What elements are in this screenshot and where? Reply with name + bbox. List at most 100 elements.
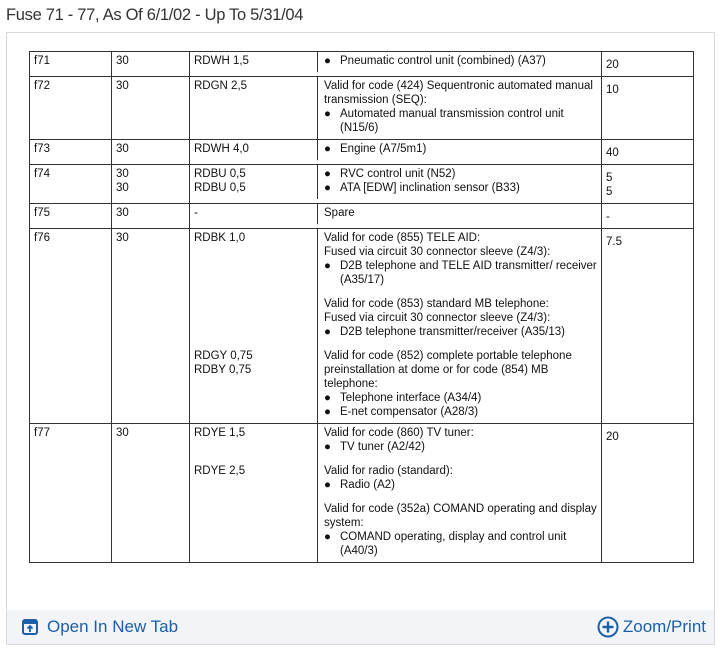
description-text: Spare xyxy=(324,207,355,219)
circuit-groups: RDYE 1,5 Valid for code (860) TV tuner: ● T… xyxy=(190,424,602,562)
bullet-item: ● Engine (A7/5m1) xyxy=(324,142,598,156)
circuit-group: - Spare xyxy=(190,204,601,224)
circuit-group: Valid for code (352a) COMAND operating a… xyxy=(190,492,601,562)
circuit-group: RDYE 2,5 Valid for radio (standard): ● Radi… xyxy=(190,454,601,492)
page-title: Fuse 71 - 77, As Of 6/1/02 - Up To 5/31/… xyxy=(6,6,304,24)
amperage-value: 10 xyxy=(606,84,619,96)
wire-cell: RDGY 0,75 RDBY 0,75 xyxy=(190,339,318,423)
wire-value: RDYE 1,5 xyxy=(194,427,246,439)
amperage-value: 40 xyxy=(606,147,619,159)
bullet-icon: ● xyxy=(324,143,331,155)
bullet-text: D2B telephone and TELE AID transmitter/ … xyxy=(340,260,597,286)
wire-value: RDBY 0,75 xyxy=(194,364,252,376)
wire-cell: RDWH 1,5 xyxy=(190,52,318,72)
circuit-group: Valid for code (853) standard MB telepho… xyxy=(190,287,601,339)
wire-cell: RDYE 2,5 xyxy=(190,454,318,492)
zoom-plus-icon xyxy=(597,616,619,638)
bullet-icon: ● xyxy=(324,168,331,180)
amperage-value: 20 xyxy=(606,431,619,443)
circuit-groups: RDWH 1,5 ● Pneumatic control unit (combine… xyxy=(190,52,602,76)
terminal-value: 30 xyxy=(116,143,129,155)
bullet-icon: ● xyxy=(324,182,331,194)
bullet-icon: ● xyxy=(324,531,331,543)
fuse-cell: f75 xyxy=(30,204,112,228)
description-text: Fused via circuit 30 connector sleeve (Z… xyxy=(324,312,551,324)
terminal-cell: 30 xyxy=(112,204,190,228)
description-text: Valid for code (853) standard MB telepho… xyxy=(324,298,549,310)
circuit-groups: - Spare xyxy=(190,204,602,228)
open-in-new-tab-label: Open In New Tab xyxy=(47,617,179,636)
wire-value: - xyxy=(194,207,198,219)
circuit-group: RDYE 1,5 Valid for code (860) TV tuner: ● T… xyxy=(190,424,601,454)
circuit-groups: RDWH 4,0 ● Engine (A7/5m1) xyxy=(190,140,602,164)
description-cell: Valid for code (424) Sequentronic automa… xyxy=(318,77,602,139)
fuse-cell: f74 xyxy=(30,165,112,203)
description-cell: Valid for code (860) TV tuner: ● TV tuner … xyxy=(318,424,602,454)
table-row: f77 30 RDYE 1,5 Valid for code (860) TV tun… xyxy=(29,423,694,563)
terminal-cell: 30 xyxy=(112,140,190,164)
wire-value: RDBK 1,0 xyxy=(194,232,246,244)
bullet-item: ● COMAND operating, display and control u… xyxy=(324,530,598,558)
terminal-cell: 30 xyxy=(112,52,190,76)
table-row: f72 30 RDGN 2,5 Valid for code (424) Sequen… xyxy=(29,76,694,139)
zoom-print-link[interactable]: Zoom/Print xyxy=(583,616,714,638)
bullet-icon: ● xyxy=(324,479,331,491)
circuit-groups: RDBU 0,5 RDBU 0,5 ● RVC control unit (N52) ●… xyxy=(190,165,602,203)
wire-cell: RDBU 0,5 RDBU 0,5 xyxy=(190,165,318,199)
fuse-cell: f73 xyxy=(30,140,112,164)
bullet-icon: ● xyxy=(324,260,331,272)
bullet-text: Telephone interface (A34/4) xyxy=(340,392,482,404)
description-text: Valid for code (860) TV tuner: xyxy=(324,427,474,439)
wire-value: RDBU 0,5 xyxy=(194,168,246,180)
description-cell: Valid for code (352a) COMAND operating a… xyxy=(318,492,602,562)
table-row: f73 30 RDWH 4,0 ● Engine (A7/5m1) 40 xyxy=(29,139,694,164)
amperage-cell: 10 xyxy=(602,77,695,139)
terminal-value: 30 xyxy=(116,427,129,439)
bullet-item: ● D2B telephone and TELE AID transmitter/… xyxy=(324,259,598,287)
amperage-value: 7.5 xyxy=(606,236,622,248)
fuse-cell: f71 xyxy=(30,52,112,76)
open-in-new-tab-link[interactable]: Open In New Tab xyxy=(7,617,186,637)
description-text: Valid for code (352a) COMAND operating a… xyxy=(324,503,597,529)
terminal-value: 30 xyxy=(116,232,129,244)
amperage-cell: 40 xyxy=(602,140,695,164)
circuit-group: RDBU 0,5 RDBU 0,5 ● RVC control unit (N52) ●… xyxy=(190,165,601,199)
amperage-cell: 7.5 xyxy=(602,229,695,423)
bullet-text: RVC control unit (N52) xyxy=(340,168,456,180)
amperage-value: 5 xyxy=(606,186,613,198)
amperage-cell: - xyxy=(602,204,695,228)
description-cell: ● Engine (A7/5m1) xyxy=(318,140,602,160)
fuse-cell: f76 xyxy=(30,229,112,423)
circuit-groups: RDBK 1,0 Valid for code (855) TELE AID: Fu… xyxy=(190,229,602,423)
terminal-cell: 30 30 xyxy=(112,165,190,203)
terminal-value: 30 xyxy=(116,182,129,194)
terminal-cell: 30 xyxy=(112,229,190,423)
bullet-item: ● Pneumatic control unit (combined) (A37) xyxy=(324,54,598,68)
open-new-tab-icon xyxy=(22,619,38,635)
bullet-item: ● ATA [EDW] inclination sensor (B33) xyxy=(324,181,598,195)
wire-cell: RDWH 4,0 xyxy=(190,140,318,160)
bullet-item: ● D2B telephone transmitter/receiver (A35… xyxy=(324,325,598,339)
wire-cell: RDYE 1,5 xyxy=(190,424,318,454)
table-row: f76 30 RDBK 1,0 Valid for code (855) TELE A… xyxy=(29,228,694,423)
bullet-icon: ● xyxy=(324,392,331,404)
fuse-cell: f77 xyxy=(30,424,112,562)
footer-bar: Open In New Tab Zoom/Print xyxy=(7,610,714,644)
fuse-cell: f72 xyxy=(30,77,112,139)
bullet-icon: ● xyxy=(324,441,331,453)
wire-value: RDBU 0,5 xyxy=(194,182,246,194)
wire-value: RDYE 2,5 xyxy=(194,465,246,477)
wire-cell xyxy=(190,492,318,562)
amperage-value: 5 xyxy=(606,172,613,184)
bullet-text: D2B telephone transmitter/receiver (A35/… xyxy=(340,326,565,338)
wire-cell: RDGN 2,5 xyxy=(190,77,318,139)
bullet-text: Pneumatic control unit (combined) (A37) xyxy=(340,55,546,67)
bullet-item: ● RVC control unit (N52) xyxy=(324,167,598,181)
bullet-text: Automated manual transmission control un… xyxy=(340,108,564,134)
wire-cell xyxy=(190,287,318,339)
bullet-item: ● Automated manual transmission control u… xyxy=(324,107,598,135)
bullet-icon: ● xyxy=(324,108,331,120)
description-cell: Valid for radio (standard): ● Radio (A2) xyxy=(318,454,602,492)
bullet-item: ● Radio (A2) xyxy=(324,478,598,492)
